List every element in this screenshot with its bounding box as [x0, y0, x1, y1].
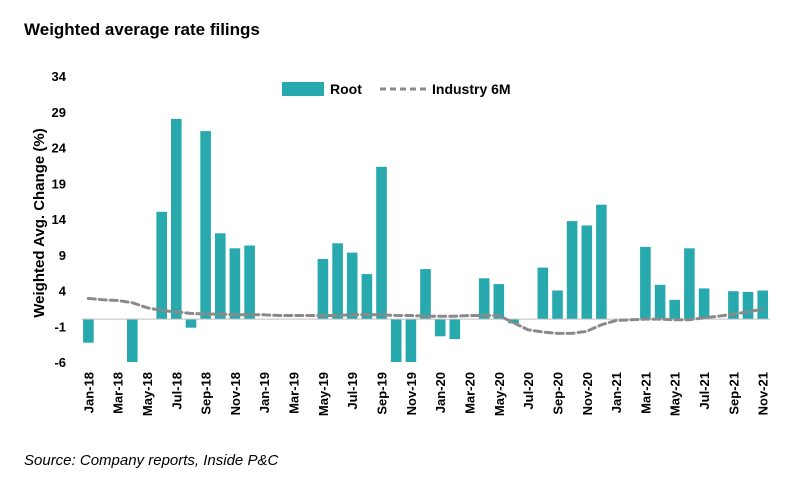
x-tick-label: Jan-20 [433, 372, 448, 413]
bar-root [728, 291, 739, 320]
bar-root [684, 248, 695, 320]
x-tick-label: Jul-21 [697, 372, 712, 410]
x-tick-label: Nov-21 [756, 372, 771, 415]
source-note: Source: Company reports, Inside P&C [24, 452, 279, 469]
bar-root [215, 233, 226, 320]
bar-root [698, 288, 710, 320]
bar-root [171, 118, 182, 320]
bar-root [566, 221, 578, 320]
x-tick-label: Mar-21 [638, 372, 653, 414]
bar-root [317, 259, 329, 320]
legend-label-root: Root [330, 81, 362, 97]
x-tick-label: Jan-21 [609, 372, 624, 413]
x-tick-label: Sep-21 [726, 372, 741, 415]
bar-root [83, 319, 94, 343]
bar-root [200, 131, 211, 320]
line-industry-6m [86, 296, 765, 335]
y-tick-label: 14 [52, 212, 67, 227]
bar-root [229, 248, 241, 320]
bar-root [420, 269, 431, 320]
x-tick-label: Jul-18 [169, 372, 184, 410]
bar-root [757, 290, 768, 320]
y-tick-label: 19 [52, 176, 66, 191]
bar-root [508, 319, 519, 324]
bar-root [332, 243, 343, 320]
bar-root [185, 319, 197, 328]
bar-root [493, 284, 505, 320]
x-tick-label: Sep-19 [375, 372, 390, 415]
x-tick-label: Mar-18 [111, 372, 126, 414]
bar-root [346, 252, 358, 320]
bar-root [640, 246, 651, 320]
legend-label-industry: Industry 6M [432, 81, 511, 97]
bar-root [742, 291, 754, 320]
y-tick-label: 24 [52, 141, 67, 156]
bar-root [127, 319, 138, 362]
bar-root [581, 225, 593, 320]
x-tick-label: Mar-20 [462, 372, 477, 414]
bar-root [361, 274, 373, 320]
x-tick-label: May-21 [668, 372, 683, 416]
y-tick-label: 29 [52, 105, 66, 120]
bar-root [449, 319, 461, 340]
y-tick-label: -6 [54, 355, 66, 370]
chart-title: Weighted average rate filings [24, 20, 260, 39]
bar-root [376, 166, 387, 320]
x-tick-label: Nov-19 [404, 372, 419, 415]
bar-root [434, 319, 446, 337]
x-tick-label: Jan-19 [257, 372, 272, 413]
y-tick-label: 9 [59, 248, 66, 263]
bar-root [654, 284, 666, 320]
y-axis-label: Weighted Avg. Change (%) [31, 128, 48, 317]
x-tick-label: Jul-20 [521, 372, 536, 410]
x-tick-label: May-19 [316, 372, 331, 416]
bar-root [552, 290, 563, 320]
bar-root [156, 211, 167, 320]
bar-root [669, 299, 680, 320]
chart-legend: Root Industry 6M [282, 81, 511, 97]
bar-root [537, 267, 549, 320]
y-tick-label: -1 [54, 319, 66, 334]
x-tick-label: May-18 [140, 372, 155, 416]
x-tick-label: Nov-18 [228, 372, 243, 415]
bar-root [244, 245, 255, 320]
x-tick-label: May-20 [492, 372, 507, 416]
x-tick-label: Sep-18 [199, 372, 214, 415]
legend-swatch-root [282, 82, 324, 96]
bar-root [405, 319, 417, 362]
y-tick-label: 34 [52, 69, 67, 84]
x-tick-label: Jan-18 [81, 372, 96, 413]
bar-root [478, 278, 490, 320]
bar-root [596, 204, 607, 320]
x-tick-label: Jul-19 [345, 372, 360, 410]
x-tick-label: Mar-19 [287, 372, 302, 414]
y-tick-label: 4 [59, 284, 67, 299]
bar-root [390, 319, 402, 362]
x-tick-label: Sep-20 [550, 372, 565, 415]
x-tick-label: Nov-20 [580, 372, 595, 415]
